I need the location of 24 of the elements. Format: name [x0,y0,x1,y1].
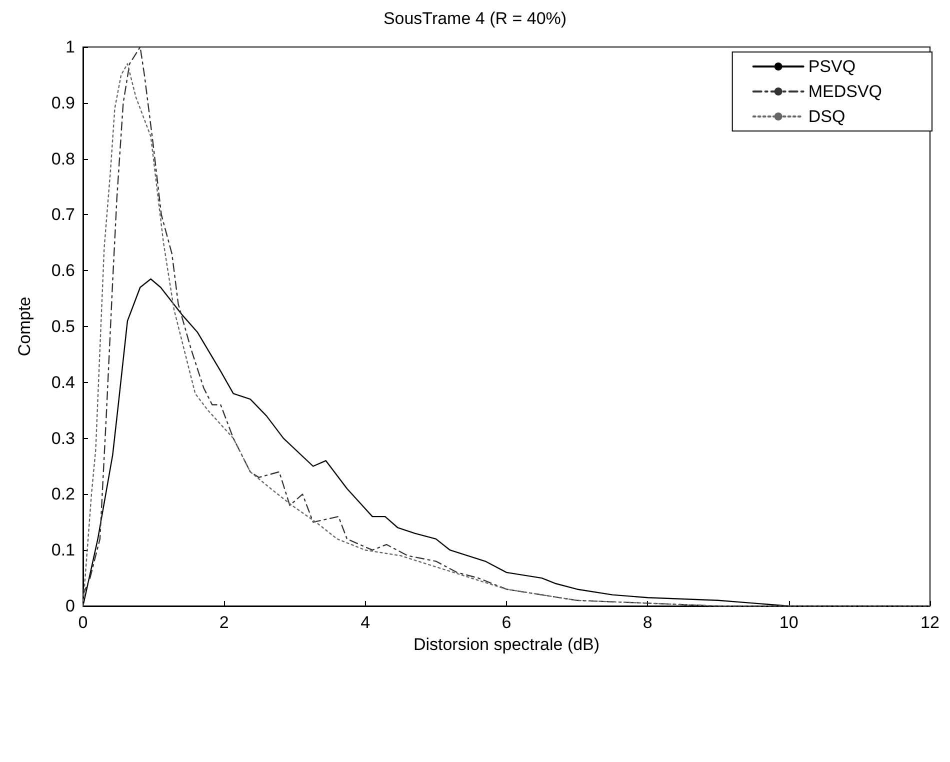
x-tick-label: 8 [642,613,652,632]
legend-label: DSQ [808,107,846,126]
x-tick-label: 2 [219,613,229,632]
y-axis-title: Compte [15,296,34,356]
x-tick-label: 0 [78,613,88,632]
x-tick-label: 12 [920,613,940,632]
y-tick-label: 0.7 [51,205,75,224]
y-tick-label: 0.5 [51,317,75,336]
y-tick-label: 0.1 [51,540,75,560]
legend-label: PSVQ [808,57,856,76]
y-tick-label: 0 [66,596,75,616]
x-tick-label: 4 [360,613,370,632]
x-axis-title: Distorsion spectrale (dB) [413,635,600,654]
legend-label: MEDSVQ [808,82,882,101]
y-tick-label: 0.4 [51,372,75,392]
x-tick-label: 6 [502,613,512,632]
x-tick-label: 10 [779,613,798,632]
y-tick-label: 0.8 [51,149,75,168]
y-tick-label: 0.6 [51,261,75,280]
y-tick-label: 0.2 [51,484,75,504]
y-tick-label: 0.9 [51,93,75,112]
y-tick-label: 0.3 [51,428,75,448]
y-tick-label: 1 [66,38,75,56]
chart-title: SousTrame 4 (R = 40%) [383,9,567,28]
